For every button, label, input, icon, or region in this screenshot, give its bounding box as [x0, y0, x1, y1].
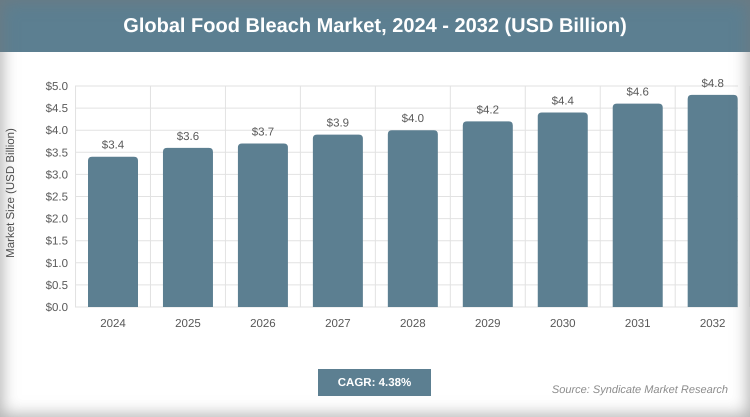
svg-text:$3.6: $3.6 — [177, 131, 199, 143]
svg-text:$0.0: $0.0 — [46, 302, 68, 314]
svg-text:$3.9: $3.9 — [327, 118, 349, 130]
svg-text:2026: 2026 — [250, 318, 276, 330]
svg-text:$3.7: $3.7 — [252, 126, 274, 138]
svg-text:2025: 2025 — [175, 318, 201, 330]
svg-text:$0.5: $0.5 — [46, 280, 68, 292]
svg-text:2031: 2031 — [625, 318, 651, 330]
svg-text:$1.0: $1.0 — [46, 258, 68, 270]
svg-text:$3.4: $3.4 — [102, 140, 125, 152]
svg-text:2024: 2024 — [100, 318, 126, 330]
svg-text:2032: 2032 — [700, 318, 726, 330]
svg-text:$5.0: $5.0 — [46, 81, 68, 93]
svg-text:$2.0: $2.0 — [46, 214, 68, 226]
svg-text:$4.0: $4.0 — [46, 125, 68, 137]
svg-text:$1.5: $1.5 — [46, 236, 68, 248]
svg-text:$3.0: $3.0 — [46, 169, 68, 181]
svg-text:$4.2: $4.2 — [477, 104, 499, 116]
svg-text:$4.6: $4.6 — [627, 87, 649, 99]
svg-text:$4.0: $4.0 — [402, 113, 424, 125]
svg-text:$4.8: $4.8 — [701, 78, 723, 90]
svg-text:$4.5: $4.5 — [46, 103, 68, 115]
svg-text:2027: 2027 — [325, 318, 351, 330]
svg-text:2029: 2029 — [475, 318, 501, 330]
svg-text:$3.5: $3.5 — [46, 147, 68, 159]
svg-text:2030: 2030 — [550, 318, 576, 330]
svg-text:Market Size (USD Billion): Market Size (USD Billion) — [5, 128, 17, 258]
svg-text:$2.5: $2.5 — [46, 192, 68, 204]
svg-text:$4.4: $4.4 — [552, 96, 575, 108]
svg-text:2028: 2028 — [400, 318, 426, 330]
